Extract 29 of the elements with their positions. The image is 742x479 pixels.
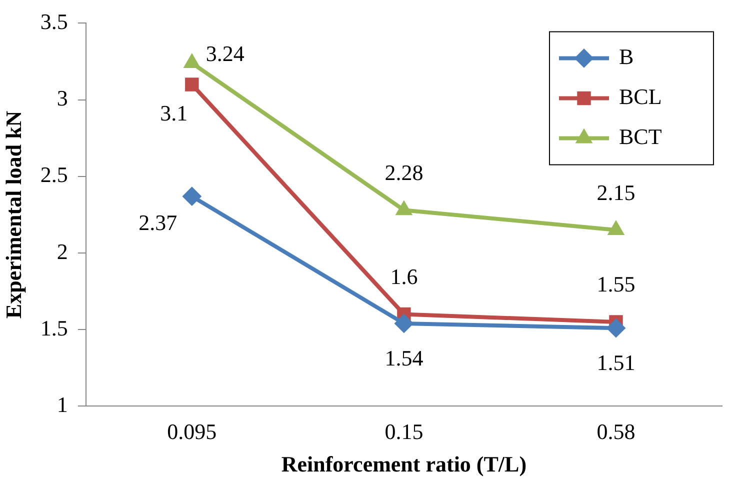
y-tick-label: 2.5 (40, 162, 68, 188)
data-label: 3.24 (206, 40, 244, 66)
legend-label: BCT (619, 124, 662, 149)
x-tick-label: 0.15 (384, 419, 424, 444)
legend-label: BCL (619, 84, 662, 109)
point (396, 200, 412, 216)
y-tick-label: 1 (56, 392, 68, 417)
point (606, 318, 626, 338)
x-tick-label: 0.095 (167, 419, 217, 444)
data-label: 2.28 (384, 160, 424, 185)
y-tick-label: 3 (56, 86, 68, 111)
data-label: 1.51 (596, 350, 636, 375)
x-axis-title: Reinforcement ratio (T/L) (281, 451, 527, 476)
legend-label: B (619, 44, 634, 69)
data-label: 1.55 (596, 272, 636, 297)
data-label: 2.15 (596, 180, 636, 205)
data-label: 3.1 (160, 100, 188, 126)
y-tick-label: 3.5 (40, 8, 68, 34)
point (608, 220, 624, 236)
point (182, 186, 202, 206)
data-label: 1.6 (390, 264, 418, 290)
point (184, 54, 200, 68)
y-tick-label: 2 (56, 238, 68, 264)
y-axis-title: Experimental load kN (0, 110, 26, 319)
point (394, 314, 414, 333)
data-label: 2.37 (138, 210, 178, 236)
x-tick-label: 0.58 (596, 419, 636, 444)
data-label: 1.54 (384, 345, 424, 370)
y-tick-label: 1.5 (40, 315, 68, 340)
